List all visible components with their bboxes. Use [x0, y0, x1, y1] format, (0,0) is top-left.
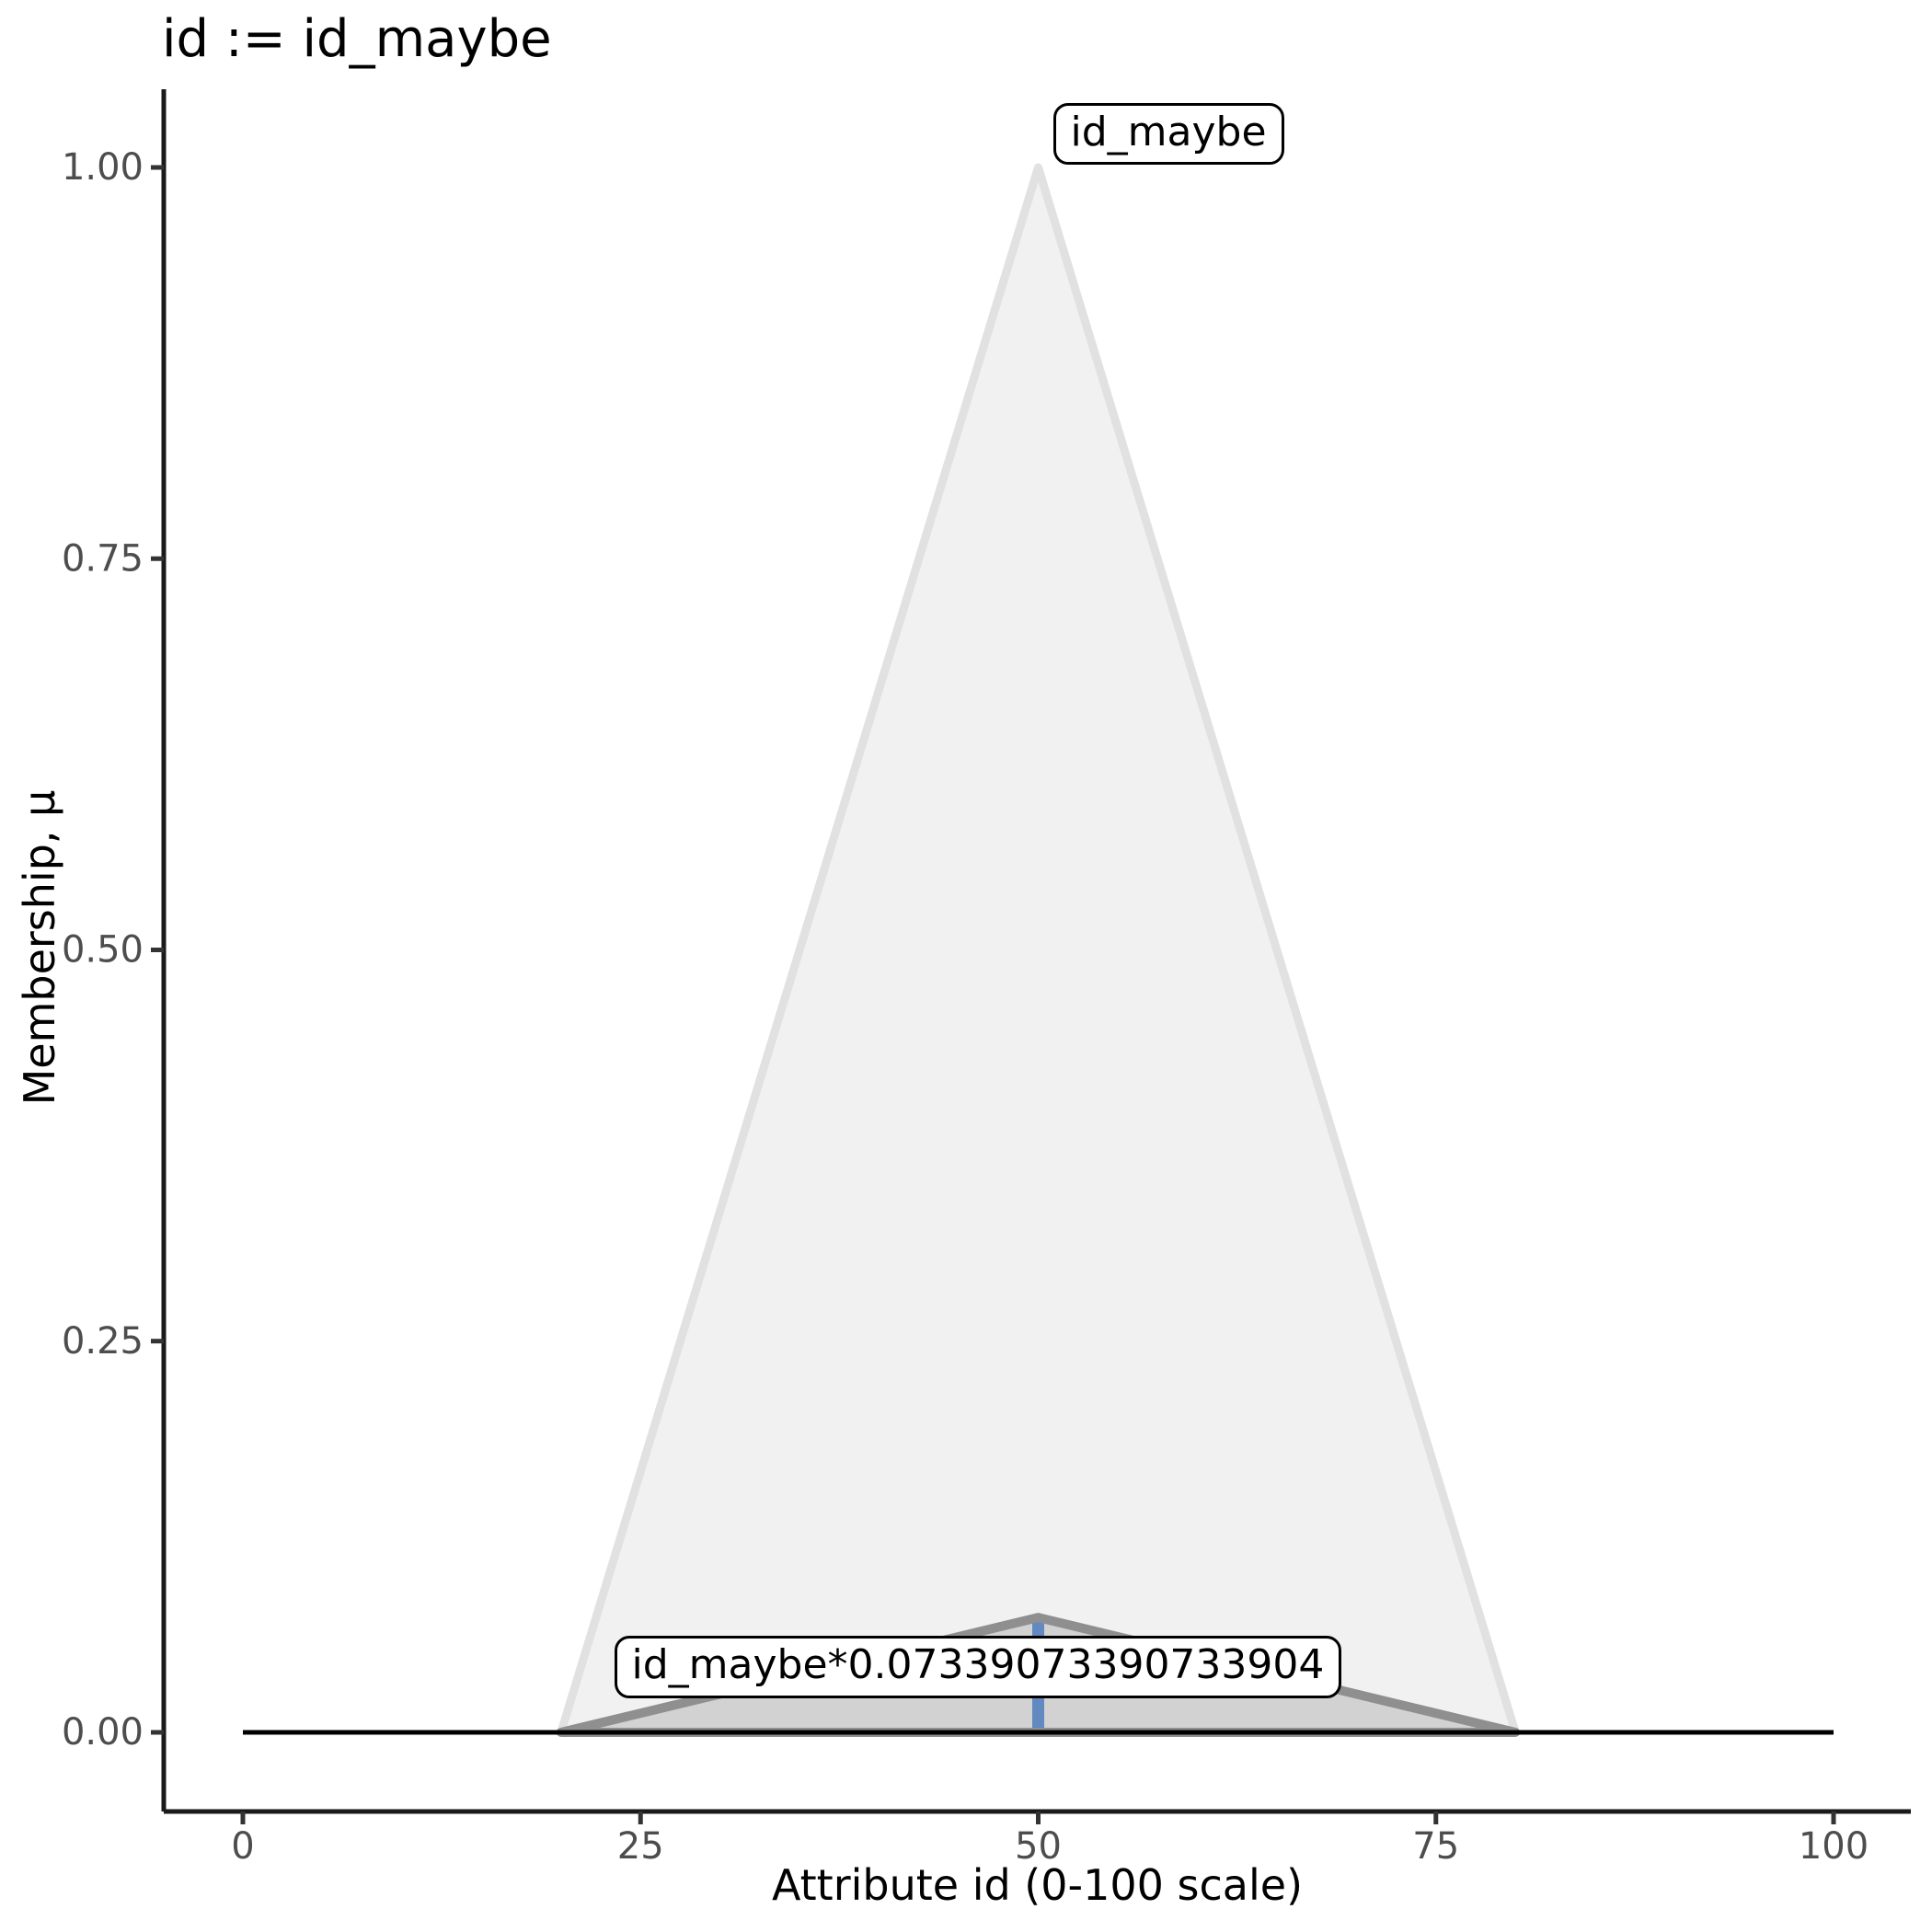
- y-tick-label: 0.25: [62, 1320, 144, 1363]
- series-id_maybe: [557, 163, 1520, 1737]
- x-tick-label: 100: [1799, 1825, 1869, 1868]
- x-axis-title: Attribute id (0-100 scale): [771, 1860, 1304, 1910]
- y-tick-label: 1.00: [62, 146, 144, 189]
- y-tick-label: 0.00: [62, 1711, 144, 1754]
- x-tick-label: 75: [1412, 1825, 1459, 1868]
- label-id-maybe-scaled: id_maybe*0.07339073390733904: [614, 1636, 1342, 1698]
- y-axis-title: Membership, μ: [15, 789, 64, 1106]
- label-id-maybe: id_maybe: [1052, 103, 1284, 166]
- x-tick-label: 25: [617, 1825, 664, 1868]
- x-tick-label: 0: [231, 1825, 254, 1868]
- y-tick-label: 0.50: [62, 929, 144, 972]
- x-tick-label: 50: [1015, 1825, 1062, 1868]
- y-tick-label: 0.75: [62, 537, 144, 580]
- chart-title: id := id_maybe: [162, 9, 552, 69]
